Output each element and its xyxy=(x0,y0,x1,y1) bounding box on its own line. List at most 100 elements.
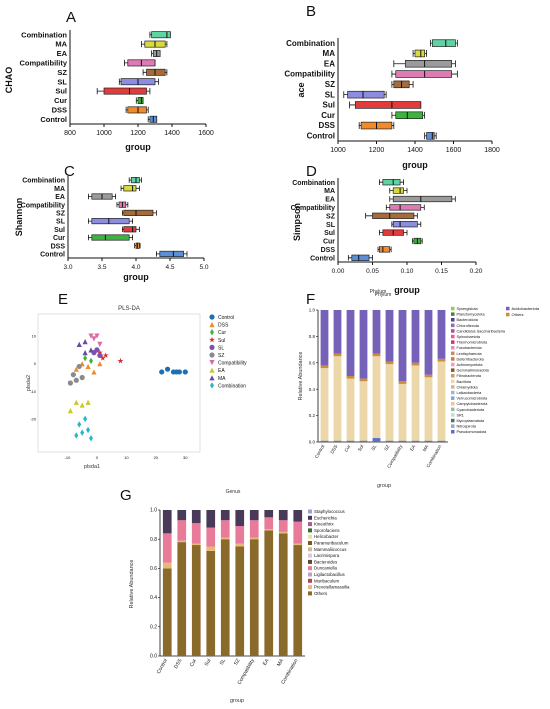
panel-f-bar-cur-others xyxy=(346,376,355,379)
panel-f-legend-label: Deferribacterota xyxy=(457,357,485,361)
panel-g-legend-swatch xyxy=(308,515,312,520)
panel-f-bar-ma-others xyxy=(424,374,433,378)
panel-e-point-compatibility xyxy=(94,333,100,339)
panel-e-x-axis-title: plsda1 xyxy=(84,464,100,470)
panel-f-legend-label: Lentisphaerota xyxy=(457,352,483,356)
panel-e-legend-label: SL xyxy=(218,345,224,351)
panel-e-point-dss xyxy=(85,363,91,370)
panel-d-box-dss xyxy=(379,246,391,253)
panel-f-bar-compatibility-others xyxy=(398,381,407,384)
panel-f-bar-combination-bacillota xyxy=(437,361,446,441)
panel-d-category-label: MA xyxy=(324,188,335,195)
panel-e-legend-marker-sul xyxy=(209,336,215,343)
panel-f-legend-label: Bacteroidota xyxy=(457,318,479,322)
panel-b-box-sul xyxy=(354,101,422,109)
panel-e-point-dss xyxy=(97,361,103,367)
panel-d-box-compatibility xyxy=(389,204,422,211)
panel-f-bar-dss-others xyxy=(333,353,342,357)
panel-g-bar-dss-duncaniella xyxy=(177,520,187,541)
panel-a-x-tick-label: 800 xyxy=(64,130,76,137)
panel-f-legend-label: Bacillota xyxy=(457,380,472,384)
panel-e-point-sul xyxy=(117,357,124,364)
panel-g-bar-cur-mixed xyxy=(191,510,201,524)
panel-a-category-label: Cur xyxy=(54,96,67,105)
panel-g-bar-control-prevotellamassilia xyxy=(162,562,172,569)
panel-g-bar-combination-duncaniella xyxy=(293,521,303,544)
panel-letter-g: G xyxy=(120,487,132,504)
panel-d-x-tick-label: 0.05 xyxy=(366,268,379,275)
panel-g-legend-swatch xyxy=(308,547,312,552)
panel-f-legend-label: Verrucomicrobiota xyxy=(457,397,488,401)
panel-g-y-tick-label: 0.8 xyxy=(150,537,157,543)
panel-c-category-label: Sul xyxy=(54,227,65,234)
panel-f-legend-swatch xyxy=(451,407,455,412)
panel-letter-c: C xyxy=(64,163,75,180)
panel-a-x-tick-label: 1600 xyxy=(198,130,214,137)
panel-e-point-ma xyxy=(88,347,94,353)
panel-f-bar-dss-pseudomonadota xyxy=(333,440,342,442)
panel-e-legend-marker-ea xyxy=(209,367,215,373)
panel-d-category-label: Control xyxy=(310,255,335,262)
panel-f-bar-ea-pseudomonadota xyxy=(411,440,420,442)
panel-g-x-tick-label: Cur xyxy=(189,658,198,668)
panel-f-x-tick-label: SZ xyxy=(383,444,390,452)
panel-b-y-axis-title: ace xyxy=(296,82,306,97)
panel-g-legend-swatch xyxy=(308,591,312,596)
panel-f-x-tick-label: Sul xyxy=(357,444,365,452)
panel-b-x-tick-label: 1600 xyxy=(446,147,462,154)
panel-a-x-tick-label: 1000 xyxy=(96,130,112,137)
panel-a-box-dss xyxy=(127,106,147,114)
panel-e-y-tick-label: -10 xyxy=(30,389,37,394)
panel-b-box-ea xyxy=(405,60,452,68)
panel-f-legend-swatch xyxy=(451,396,455,400)
panel-e-point-compatibility xyxy=(97,341,103,347)
panel-g-legend-label: Mammaliicoccus xyxy=(314,547,347,552)
panel-a-box-cur xyxy=(137,97,144,104)
panel-f-y-tick-label: 0.2 xyxy=(309,413,316,418)
panel-f-legend-swatch xyxy=(451,312,455,316)
panel-c-category-label: Compatibility xyxy=(21,202,65,209)
panel-g-y-tick-label: 1.0 xyxy=(150,508,157,514)
panel-e-legend-marker-ma xyxy=(209,375,215,381)
panel-e-point-dss xyxy=(73,366,79,372)
panel-g-legend-label: Prevotellamassilia xyxy=(314,585,350,590)
panel-letter-a: A xyxy=(66,9,76,26)
panel-g-bar-ma-others xyxy=(278,533,288,656)
panel-f-y-tick-label: 0.4 xyxy=(309,387,316,392)
panel-e-y-tick-label: -20 xyxy=(30,416,37,421)
panel-b-x-axis-title: group xyxy=(402,160,428,170)
panel-f-legend-right-label: Others xyxy=(512,312,524,317)
panel-f-legend-right-label: Acidobacteriota xyxy=(512,306,540,311)
panel-g-bar-control-mixed xyxy=(162,510,172,534)
panel-e-point-combination xyxy=(80,429,85,436)
panel-d-category-label: EA xyxy=(325,197,335,204)
panel-e-point-ea xyxy=(79,402,85,408)
panel-f-bar-sul-pseudomonadota xyxy=(359,440,368,442)
panel-f-legend-label: Candidatus Saccharibacteria xyxy=(457,329,506,333)
panel-e-legend-label: SZ xyxy=(218,353,224,359)
panel-f-bar-control-bacillota xyxy=(320,368,329,441)
panel-d-x-tick-label: 0.15 xyxy=(435,268,448,275)
panel-e-legend-label: Control xyxy=(218,315,234,321)
panel-f-legend-label: Chlamydiota xyxy=(457,385,479,389)
panel-f-legend-swatch xyxy=(451,357,455,361)
panel-e-x-tick-label: 20 xyxy=(154,455,159,460)
panel-f-legend-label: Synergistota xyxy=(457,307,479,311)
panel-d-x-axis-title: group xyxy=(394,285,420,295)
panel-g-legend-label: Helicobacter xyxy=(314,534,339,539)
panel-a-category-label: EA xyxy=(57,49,68,58)
panel-g-x-tick-label: DSS xyxy=(173,657,184,669)
panel-f-bar-combination-pseudomonadota xyxy=(437,440,446,442)
panel-g-legend-label: Escherichia xyxy=(314,515,337,520)
panel-c-box-combination xyxy=(130,177,140,184)
panel-f-legend-label: Cyanobacteriota xyxy=(457,408,486,412)
panel-b-box-sl xyxy=(347,90,385,99)
panel-e-title: PLS-DA xyxy=(118,306,140,312)
panel-f-legend-label: Fibrobacterota xyxy=(457,374,482,378)
panel-c-x-tick-label: 4.5 xyxy=(165,264,174,271)
panel-f-bar-control-acidobacteriota xyxy=(320,310,329,366)
panel-g-bar-dss-prevotellamassilia xyxy=(177,540,187,543)
panel-d-phylum-note: Phylum xyxy=(370,289,387,295)
panel-g-legend-label: Duncaniella xyxy=(314,566,338,571)
panel-e-point-ea xyxy=(85,399,91,405)
